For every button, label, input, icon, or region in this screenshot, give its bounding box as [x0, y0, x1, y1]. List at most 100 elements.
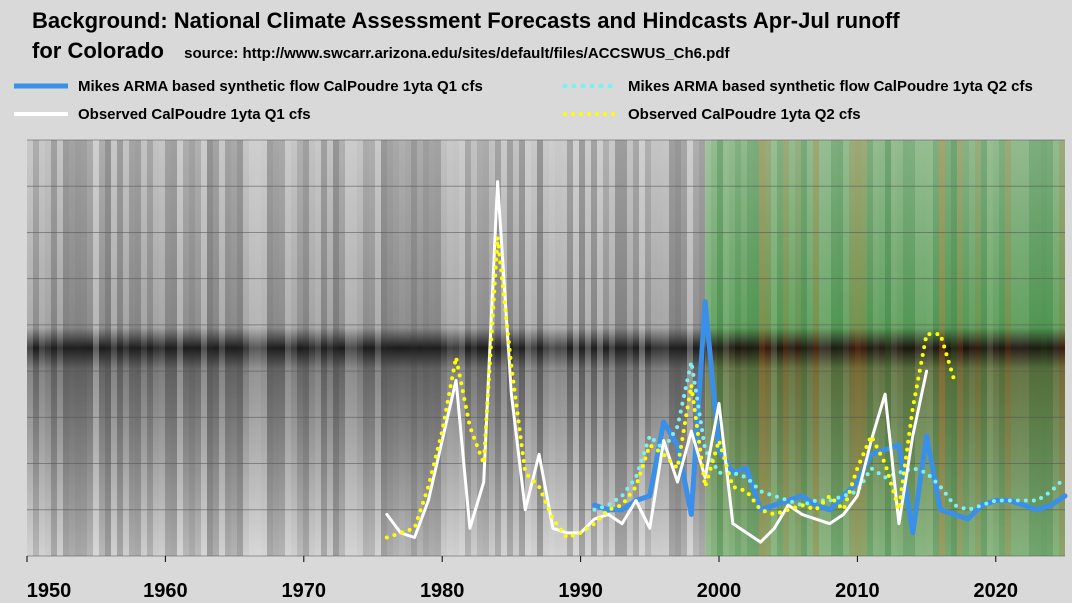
background-texture-stripe [873, 140, 879, 556]
background-texture-stripe [561, 140, 567, 556]
background-texture-stripe [555, 140, 561, 556]
background-texture-stripe [825, 140, 831, 556]
background-texture-stripe [801, 140, 807, 556]
background-texture-stripe [729, 140, 735, 556]
background-texture-stripe [387, 140, 393, 556]
title-line1: Background: National Climate Assessment … [32, 8, 900, 33]
background-texture-stripe [753, 140, 759, 556]
background-texture-stripe [1041, 140, 1047, 556]
background-texture-stripe [795, 140, 801, 556]
background-texture-stripe [123, 140, 129, 556]
background-texture-stripe [129, 140, 135, 556]
background-texture-stripe [813, 140, 819, 556]
background-texture-stripe [453, 140, 459, 556]
background-texture-stripe [609, 140, 615, 556]
background-texture-stripe [675, 140, 681, 556]
series-line-2 [592, 359, 1067, 512]
background-texture-stripe [975, 140, 981, 556]
background-texture-stripe [423, 140, 429, 556]
background-texture-stripe [501, 140, 507, 556]
background-texture-stripe [567, 140, 573, 556]
background-texture-stripe [87, 140, 93, 556]
background-texture-stripe [45, 140, 51, 556]
background-texture-stripe [105, 140, 111, 556]
background-texture-stripe [147, 140, 153, 556]
background-texture-stripe [663, 140, 669, 556]
background-texture-stripe [381, 140, 387, 556]
background-texture-stripe [483, 140, 489, 556]
x-tick-label: 2020 [974, 580, 1019, 602]
background-texture-stripe [909, 140, 915, 556]
series-group [384, 180, 1068, 544]
background-texture-stripe [291, 140, 297, 556]
background-texture-stripe [879, 140, 885, 556]
background-texture-stripe [513, 140, 519, 556]
chart-title: Background: National Climate Assessment … [32, 6, 1032, 69]
title-line2: for Colorado [32, 38, 164, 63]
background-texture-stripe [855, 140, 861, 556]
background-texture-stripe [615, 140, 621, 556]
background-texture-stripe [117, 140, 123, 556]
background-texture-stripe [1017, 140, 1023, 556]
background-texture-stripe [303, 140, 309, 556]
x-tick-label: 1960 [143, 580, 188, 602]
background-texture-stripe [51, 140, 57, 556]
background-texture-stripe [321, 140, 327, 556]
background-texture-stripe [927, 140, 933, 556]
background-texture-stripe [933, 140, 939, 556]
background-texture-stripe [309, 140, 315, 556]
background-texture-stripe [891, 140, 897, 556]
background-band-1 [27, 140, 706, 556]
background-texture-stripe [993, 140, 999, 556]
background-texture-stripe [573, 140, 579, 556]
background-texture-stripe [957, 140, 963, 556]
background-texture-stripe [477, 140, 483, 556]
background-texture-stripe [657, 140, 663, 556]
source-citation: source: http://www.swcarr.arizona.edu/si… [184, 45, 730, 62]
legend-label-arma-q1: Mikes ARMA based synthetic flow CalPoudr… [78, 77, 483, 95]
background-texture-stripe [327, 140, 333, 556]
background-texture-stripe [165, 140, 171, 556]
background-texture-stripe [375, 140, 381, 556]
background-texture-stripe [687, 140, 693, 556]
background-texture-stripe [297, 140, 303, 556]
background-texture-stripe [351, 140, 357, 556]
background-texture-stripe [219, 140, 225, 556]
background-texture-stripe [153, 140, 159, 556]
background-texture-stripe [417, 140, 423, 556]
legend-swatch-obs-q1 [14, 112, 68, 116]
background-texture-stripe [603, 140, 609, 556]
background-texture-stripe [525, 140, 531, 556]
background-texture-stripe [141, 140, 147, 556]
background-texture-stripe [27, 140, 33, 556]
background-texture-stripe [99, 140, 105, 556]
background-texture-stripe [981, 140, 987, 556]
background-texture-stripe [645, 140, 651, 556]
background-texture-stripe [969, 140, 975, 556]
background-texture-stripe [945, 140, 951, 556]
background-texture-stripe [837, 140, 843, 556]
background-texture-stripe [393, 140, 399, 556]
background-texture-stripe [549, 140, 555, 556]
background-texture-stripe [399, 140, 405, 556]
background-texture-stripe [369, 140, 375, 556]
background-texture-stripe [255, 140, 261, 556]
background-texture-stripe [363, 140, 369, 556]
background-texture-stripe [597, 140, 603, 556]
background-texture-stripe [33, 140, 39, 556]
background-texture-stripe [723, 140, 729, 556]
x-tick-label: 1950 [27, 580, 72, 602]
x-tick-label: 1970 [282, 580, 327, 602]
background-texture-stripe [741, 140, 747, 556]
background-texture-stripe [579, 140, 585, 556]
legend-label-obs-q1: Observed CalPoudre 1yta Q1 cfs [78, 105, 311, 123]
background-texture-stripe [1059, 140, 1065, 556]
background-texture-stripe [591, 140, 597, 556]
legend-swatch-arma-q1 [14, 83, 68, 89]
background-texture-stripe [771, 140, 777, 556]
background-texture-stripe [195, 140, 201, 556]
background-texture-stripe [807, 140, 813, 556]
background-texture-stripe [885, 140, 891, 556]
legend-obs-q1: Observed CalPoudre 1yta Q1 cfs [12, 103, 311, 125]
